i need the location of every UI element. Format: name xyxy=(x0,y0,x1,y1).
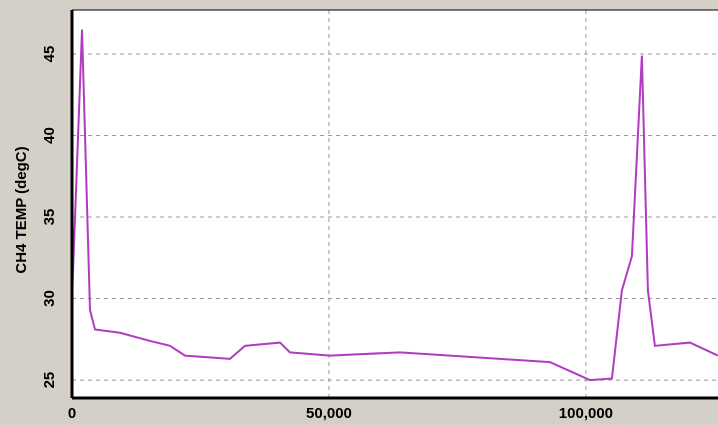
x-tick-label: 100,000 xyxy=(559,405,613,422)
x-tick-label: 0 xyxy=(68,405,76,422)
y-axis-label: CH4 TEMP (degC) xyxy=(13,146,30,273)
y-tick-label: 30 xyxy=(41,290,58,307)
y-tick-label: 35 xyxy=(41,209,58,226)
y-tick-label: 45 xyxy=(41,46,58,63)
y-tick-label: 40 xyxy=(41,127,58,144)
data-line xyxy=(71,29,718,382)
x-tick-label: 50,000 xyxy=(306,405,352,422)
plot-area xyxy=(72,10,718,398)
y-tick-label: 25 xyxy=(41,372,58,389)
